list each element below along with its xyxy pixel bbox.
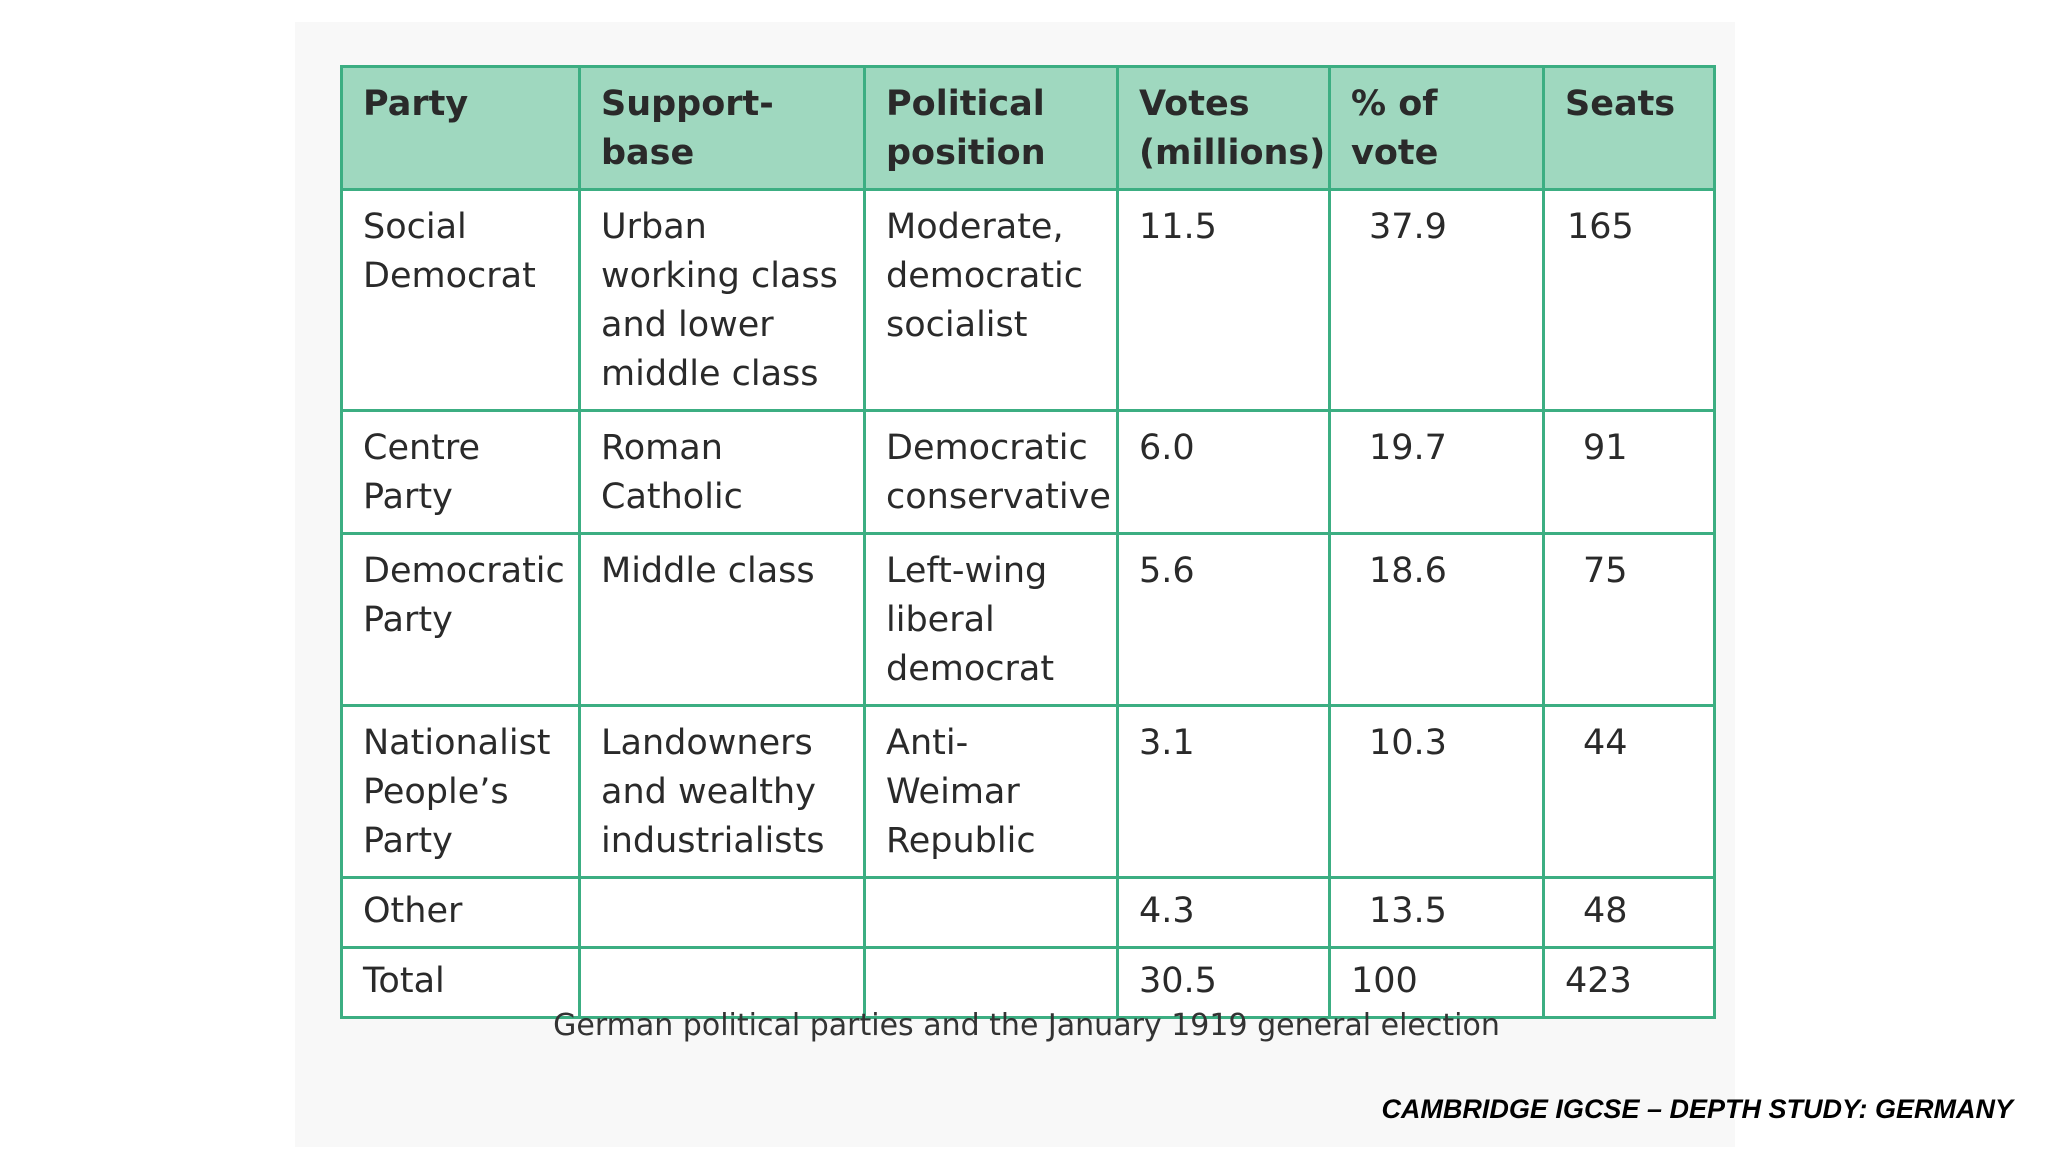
cell-seats: 48 <box>1542 876 1716 949</box>
slide-footer: CAMBRIDGE IGCSE – DEPTH STUDY: GERMANY <box>1381 1094 2013 1124</box>
cell-political-position <box>863 876 1119 949</box>
cell-votes: 3.1 <box>1116 704 1331 879</box>
cell-support-base <box>578 946 866 1019</box>
cell-party: Other <box>340 876 581 949</box>
cell-line: Urban <box>601 207 707 247</box>
cell-line: Total <box>363 961 445 1001</box>
cell-party: Centre Party <box>340 409 581 535</box>
cell-line: Moderate, <box>886 207 1064 247</box>
header-seats: Seats <box>1542 65 1716 191</box>
cell-line: Social <box>363 207 467 247</box>
header-percent-of-vote: % of vote <box>1328 65 1545 191</box>
cell-support-base <box>578 876 866 949</box>
cell-party: Democratic Party <box>340 532 581 707</box>
cell-line: Party <box>363 821 453 861</box>
cell-line: democrat <box>886 649 1055 689</box>
header-line: (millions) <box>1139 133 1326 173</box>
table-caption: German political parties and the January… <box>553 1008 1500 1043</box>
cell-seats: 91 <box>1542 409 1716 535</box>
cell-line: and wealthy <box>601 772 816 812</box>
header-line: Seats <box>1565 84 1676 124</box>
cell-line: People’s <box>363 772 509 812</box>
cell-line: and lower <box>601 305 774 345</box>
cell-seats: 423 <box>1542 946 1716 1019</box>
table-row: Other 4.3 13.5 48 <box>340 876 1716 949</box>
header-votes: Votes (millions) <box>1116 65 1331 191</box>
header-line: Party <box>363 84 469 124</box>
table-row: Total 30.5 100 423 <box>340 946 1716 1019</box>
cell-line: working class <box>601 256 838 296</box>
cell-seats: 44 <box>1542 704 1716 879</box>
cell-votes: 11.5 <box>1116 188 1331 412</box>
header-line: position <box>886 133 1046 173</box>
cell-line: Catholic <box>601 477 743 517</box>
cell-line: middle class <box>601 354 819 394</box>
cell-support-base: Roman Catholic <box>578 409 866 535</box>
cell-line: Nationalist <box>363 723 551 763</box>
cell-line: Republic <box>886 821 1036 861</box>
header-party: Party <box>340 65 581 191</box>
cell-party: Nationalist People’s Party <box>340 704 581 879</box>
cell-line: industrialists <box>601 821 825 861</box>
table-row: Social Democrat Urban working class and … <box>340 188 1716 412</box>
cell-line: Party <box>363 600 453 640</box>
cell-support-base: Middle class <box>578 532 866 707</box>
cell-line: Democratic <box>886 428 1088 468</box>
cell-line: Left-wing <box>886 551 1048 591</box>
cell-political-position: Anti-Weimar Republic <box>863 704 1119 879</box>
cell-political-position: Moderate, democratic socialist <box>863 188 1119 412</box>
cell-line: Anti-Weimar <box>886 723 1020 812</box>
cell-support-base: Urban working class and lower middle cla… <box>578 188 866 412</box>
header-line: % of vote <box>1351 84 1439 173</box>
cell-percent: 13.5 <box>1328 876 1545 949</box>
cell-line: Landowners <box>601 723 813 763</box>
table-row: Democratic Party Middle class Left-wing … <box>340 532 1716 707</box>
cell-line: conservative <box>886 477 1111 517</box>
table-row: Nationalist People’s Party Landowners an… <box>340 704 1716 879</box>
cell-line: democratic <box>886 256 1084 296</box>
cell-line: Other <box>363 891 463 931</box>
cell-line: socialist <box>886 305 1028 345</box>
cell-line: Roman <box>601 428 723 468</box>
cell-political-position: Democratic conservative <box>863 409 1119 535</box>
header-line: Support-base <box>601 84 774 173</box>
cell-percent: 37.9 <box>1328 188 1545 412</box>
cell-line: liberal <box>886 600 995 640</box>
cell-percent: 19.7 <box>1328 409 1545 535</box>
cell-percent: 100 <box>1328 946 1545 1019</box>
cell-seats: 165 <box>1542 188 1716 412</box>
cell-support-base: Landowners and wealthy industrialists <box>578 704 866 879</box>
cell-line: Democrat <box>363 256 536 296</box>
cell-line: Democratic <box>363 551 565 591</box>
cell-line: Middle class <box>601 551 815 591</box>
cell-line: Centre Party <box>363 428 481 517</box>
election-results-table: Party Support-base Political position Vo… <box>340 65 1716 1019</box>
header-line: Votes <box>1139 84 1250 124</box>
cell-political-position <box>863 946 1119 1019</box>
cell-seats: 75 <box>1542 532 1716 707</box>
cell-political-position: Left-wing liberal democrat <box>863 532 1119 707</box>
table-row: Centre Party Roman Catholic Democratic c… <box>340 409 1716 535</box>
header-support-base: Support-base <box>578 65 866 191</box>
cell-votes: 4.3 <box>1116 876 1331 949</box>
cell-votes: 30.5 <box>1116 946 1331 1019</box>
table-header-row: Party Support-base Political position Vo… <box>340 65 1716 191</box>
cell-percent: 18.6 <box>1328 532 1545 707</box>
cell-party: Social Democrat <box>340 188 581 412</box>
cell-votes: 5.6 <box>1116 532 1331 707</box>
header-political-position: Political position <box>863 65 1119 191</box>
cell-percent: 10.3 <box>1328 704 1545 879</box>
cell-party: Total <box>340 946 581 1019</box>
cell-votes: 6.0 <box>1116 409 1331 535</box>
header-line: Political <box>886 84 1045 124</box>
